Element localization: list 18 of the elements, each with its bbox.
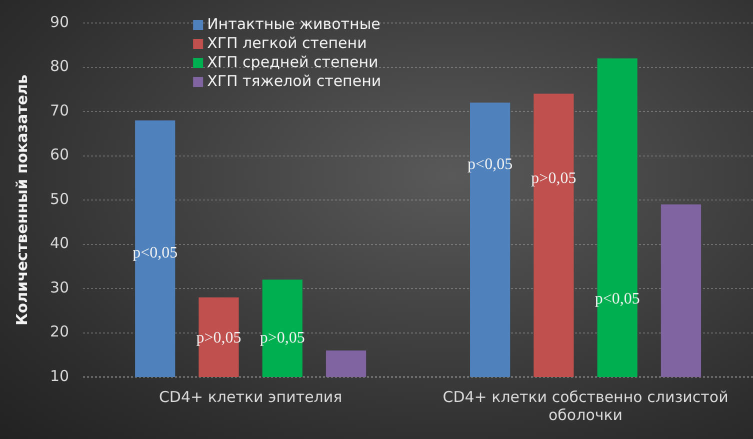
y-tick-label: 80	[50, 57, 70, 76]
y-tick-label: 60	[50, 146, 70, 164]
annotation: p>0,05	[260, 329, 305, 346]
y-tick-label: 50	[50, 190, 70, 208]
x-tick-label: CD4+ клетки эпителия	[158, 388, 342, 406]
y-axis-title: Количественный показатель	[12, 74, 31, 326]
y-tick-label: 20	[50, 322, 70, 341]
y-tick-label: 10	[50, 366, 70, 385]
x-tick-label: CD4+ клетки собственно слизистой оболочки	[442, 388, 728, 424]
legend-label: ХГП средней степени	[207, 52, 378, 71]
legend-label: ХГП тяжелой степени	[207, 72, 382, 90]
y-tick-label: 90	[50, 12, 70, 31]
legend-label: Интактные животные	[207, 14, 380, 33]
y-tick-label: 30	[50, 278, 70, 296]
y-tick-label: 70	[50, 101, 70, 120]
legend-label: ХГП легкой степени	[207, 34, 367, 52]
y-tick-label: 40	[50, 234, 70, 252]
annotation: p<0,05	[594, 290, 640, 308]
